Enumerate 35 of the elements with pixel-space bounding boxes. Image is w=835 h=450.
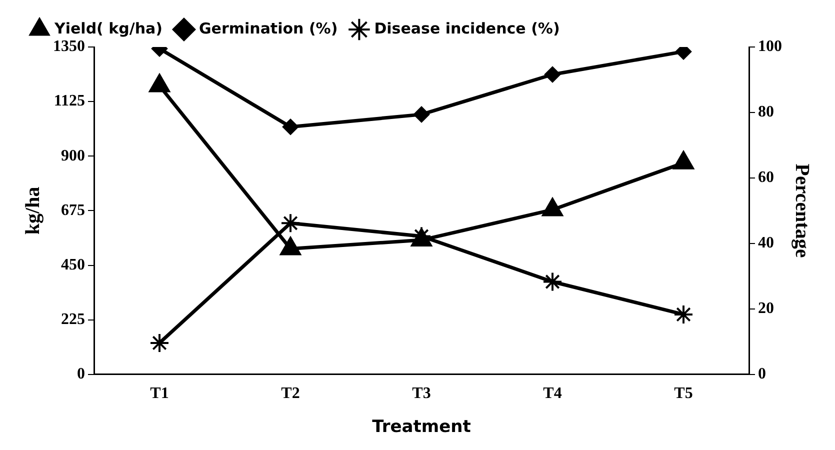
point — [542, 272, 562, 292]
point — [280, 213, 300, 234]
y2-tick-label: 80 — [758, 104, 774, 121]
point — [280, 236, 302, 256]
point — [672, 150, 694, 170]
x-axis-title: Treatment — [372, 417, 471, 438]
y2-tick-label: 60 — [758, 169, 774, 186]
point — [148, 74, 170, 92]
point — [544, 66, 560, 82]
legend-label: Disease incidence (%) — [374, 19, 560, 38]
y-tick-label: 225 — [61, 310, 85, 328]
point — [150, 332, 170, 353]
x-tick-label: T3 — [412, 385, 431, 402]
legend-label: Yield( kg/ha) — [54, 19, 162, 38]
y2-axis-title: Percentage — [790, 164, 813, 258]
point — [414, 106, 430, 122]
y2-tick-label: 0 — [758, 366, 766, 383]
point — [674, 304, 694, 324]
x-tick-label: T4 — [543, 385, 562, 402]
legend-label: Germination (%) — [198, 19, 338, 38]
y2-tick-label: 20 — [758, 300, 774, 318]
point — [542, 198, 564, 216]
y-tick-label: 0 — [77, 366, 85, 383]
x-tick-label: T1 — [150, 385, 169, 402]
y2-tick-label: 40 — [758, 234, 774, 252]
y2-tick-label: 100 — [758, 38, 782, 56]
y-tick-label: 1350 — [53, 38, 85, 56]
y-tick-label: 1125 — [54, 92, 85, 110]
point — [282, 118, 298, 135]
y-tick-label: 675 — [61, 202, 85, 219]
y-tick-label: 900 — [61, 147, 85, 164]
y-axis-title: kg/ha — [22, 186, 44, 235]
x-tick-label: T5 — [674, 385, 693, 402]
x-tick-label: T2 — [281, 385, 300, 402]
y-tick-label: 450 — [61, 256, 85, 274]
